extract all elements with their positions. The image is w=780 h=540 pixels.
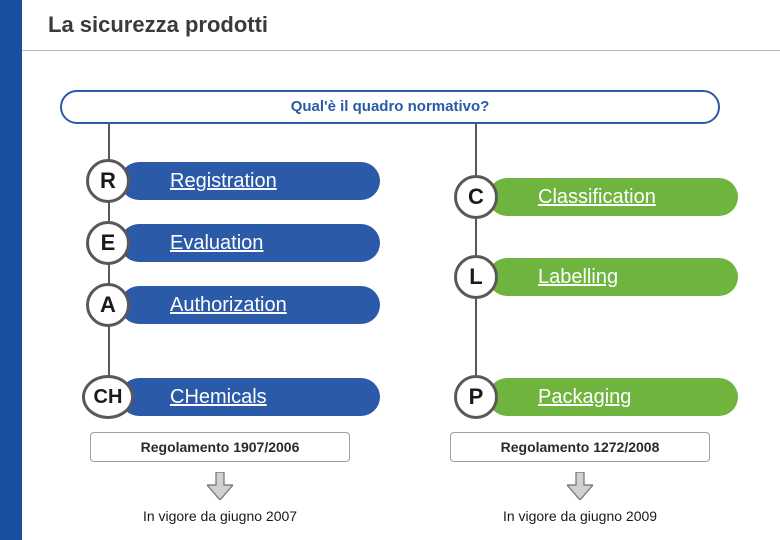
pill-labelling: Labelling (488, 258, 738, 296)
circle-r: R (86, 159, 130, 203)
inforce-right: In vigore da giugno 2009 (450, 508, 710, 524)
circle-p: P (454, 375, 498, 419)
circle-a: A (86, 283, 130, 327)
pill-classification: Classification (488, 178, 738, 216)
circle-letter: P (469, 384, 484, 409)
circle-letter: CH (94, 386, 123, 408)
pill-packaging: Packaging (488, 378, 738, 416)
pill-label: Classification (538, 186, 656, 208)
pill-label: Packaging (538, 386, 631, 408)
inforce-left: In vigore da giugno 2007 (90, 508, 350, 524)
page-title: La sicurezza prodotti (48, 12, 268, 38)
circle-c: C (454, 175, 498, 219)
circle-l: L (454, 255, 498, 299)
arrow-down-icon (567, 472, 593, 500)
pill-label: Labelling (538, 266, 618, 288)
question-box: Qual'è il quadro normativo? (60, 90, 720, 124)
regulation-right: Regolamento 1272/2008 (450, 432, 710, 462)
pill-label: CHemicals (170, 386, 267, 408)
circle-letter: L (469, 264, 482, 289)
circle-letter: C (468, 184, 484, 209)
pill-chemicals: CHemicals (120, 378, 380, 416)
circle-letter: R (100, 168, 116, 193)
circle-ch: CH (82, 375, 134, 419)
pill-registration: Registration (120, 162, 380, 200)
circle-letter: E (101, 230, 116, 255)
title-divider (22, 50, 780, 51)
pill-label: Registration (170, 170, 277, 192)
arrow-down-icon (207, 472, 233, 500)
pill-authorization: Authorization (120, 286, 380, 324)
regulation-left: Regolamento 1907/2006 (90, 432, 350, 462)
circle-e: E (86, 221, 130, 265)
pill-label: Evaluation (170, 232, 263, 254)
left-accent-bar (0, 0, 22, 540)
pill-evaluation: Evaluation (120, 224, 380, 262)
circle-letter: A (100, 292, 116, 317)
pill-label: Authorization (170, 294, 287, 316)
